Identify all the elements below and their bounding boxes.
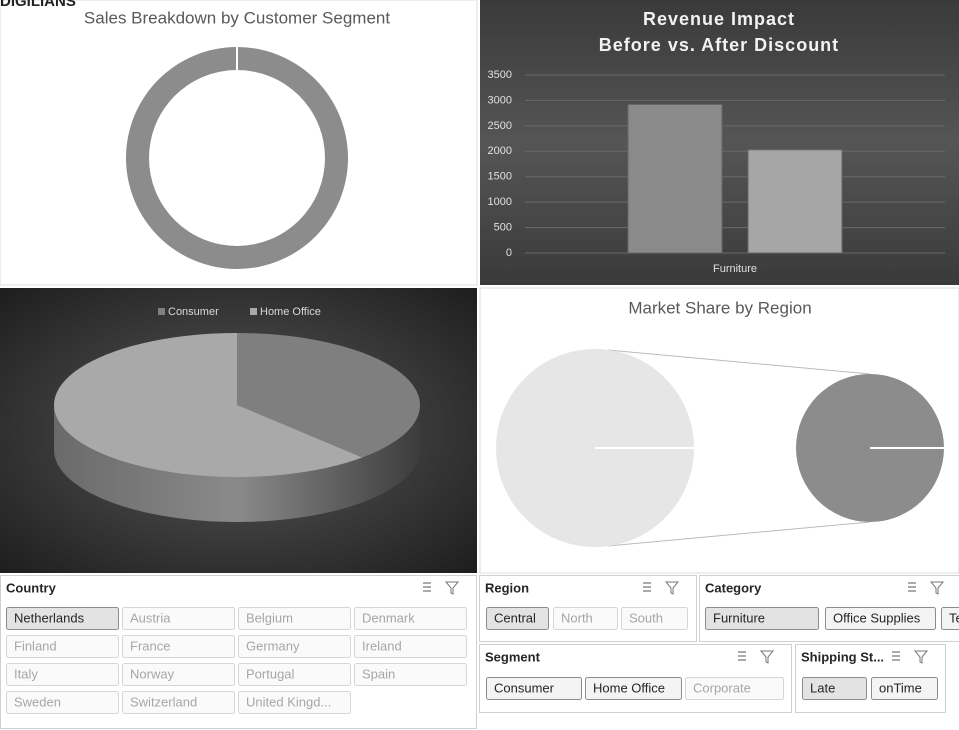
- slicer-item[interactable]: [238, 663, 351, 686]
- clear-filter-icon: [759, 650, 775, 664]
- slicer-item-label[interactable]: Austria: [130, 610, 171, 625]
- clear-filter-icon: [444, 581, 460, 595]
- slicer-item[interactable]: [685, 677, 784, 700]
- slicer-item-label[interactable]: Spain: [362, 666, 395, 681]
- slicer-item[interactable]: [871, 677, 938, 700]
- slicer-item-label[interactable]: Denmark: [362, 610, 415, 625]
- clear-filter-icon: [664, 581, 680, 595]
- legend-swatch: [158, 308, 165, 315]
- brand: DIGILIANS: [0, 0, 76, 10]
- slicer-item[interactable]: [354, 663, 467, 686]
- slicer-title: Category: [705, 580, 762, 595]
- slicer-item-label[interactable]: Furniture: [713, 610, 765, 625]
- slicer-item[interactable]: [6, 607, 119, 630]
- slicer-item[interactable]: [238, 691, 351, 714]
- slicer-item-label[interactable]: Belgium: [246, 610, 293, 625]
- slicer-item-label[interactable]: onTime: [879, 680, 922, 695]
- bar: [627, 103, 723, 254]
- chart-title: Market Share by Region: [628, 298, 811, 317]
- slicer-item[interactable]: [354, 607, 467, 630]
- slicer-title: Segment: [485, 649, 541, 664]
- slicer-item[interactable]: [553, 607, 618, 630]
- slicer-title: Shipping St...: [801, 649, 884, 664]
- slicer-item[interactable]: [354, 635, 467, 658]
- slicer-item[interactable]: [122, 635, 235, 658]
- slicer-item-label[interactable]: Consumer: [494, 680, 555, 695]
- slicer-item[interactable]: [705, 607, 819, 630]
- x-tick-label: Furniture: [713, 263, 757, 275]
- connector: [607, 349, 871, 375]
- y-tick-label: 3000: [488, 94, 512, 106]
- slicer-item-label[interactable]: United Kingd...: [246, 694, 331, 709]
- slicer-item-label[interactable]: Corporate: [693, 680, 751, 695]
- slicer-item-label[interactable]: Office Supplies: [833, 610, 921, 625]
- slicer-item[interactable]: [585, 677, 682, 700]
- slicer-item-label[interactable]: Central: [494, 610, 536, 625]
- slicer-item-label[interactable]: North: [561, 610, 593, 625]
- slicer-item[interactable]: [122, 663, 235, 686]
- legend-label: Home Office: [260, 306, 321, 318]
- slicer-title: Region: [485, 580, 529, 595]
- slicer-item-label[interactable]: Germany: [246, 638, 300, 653]
- panel: [0, 0, 478, 286]
- slicer-item[interactable]: [238, 635, 351, 658]
- slicer-item[interactable]: [6, 635, 119, 658]
- bar: [747, 149, 843, 254]
- y-tick-label: 2000: [488, 145, 512, 157]
- clear-filter-icon: [913, 650, 929, 664]
- slicer-item[interactable]: [6, 663, 119, 686]
- slicer-item[interactable]: [122, 691, 235, 714]
- y-tick-label: 0: [506, 247, 512, 259]
- slicer-title: Country: [6, 580, 57, 595]
- slicer-item[interactable]: [486, 607, 549, 630]
- slicer-item[interactable]: [122, 607, 235, 630]
- slicer-item-label[interactable]: Ireland: [362, 638, 402, 653]
- chart-subtitle: Before vs. After Discount: [599, 35, 839, 55]
- slicer-item[interactable]: [802, 677, 867, 700]
- pie-slice: [53, 333, 363, 477]
- y-tick-label: 1500: [488, 171, 512, 183]
- connector: [607, 521, 871, 547]
- chart-title: Sales Breakdown by Customer Segment: [84, 8, 390, 27]
- slicer-item-label[interactable]: Switzerland: [130, 694, 197, 709]
- slicer-item-label[interactable]: South: [629, 610, 663, 625]
- pie-slice: [237, 333, 420, 458]
- y-tick-label: 500: [494, 221, 512, 233]
- legend-label: Consumer: [168, 306, 219, 318]
- slicer-item-label[interactable]: Norway: [130, 666, 175, 681]
- clear-filter-icon: [929, 581, 945, 595]
- legend-swatch: [250, 308, 257, 315]
- y-tick-label: 2500: [488, 120, 512, 132]
- slicer-item-label[interactable]: Portugal: [246, 666, 295, 681]
- slicer-item-label[interactable]: Sweden: [14, 694, 61, 709]
- slicer-item[interactable]: [486, 677, 582, 700]
- slicer-item-label[interactable]: Te: [949, 610, 959, 625]
- slicer-item-label[interactable]: Home Office: [593, 680, 665, 695]
- slicer-item[interactable]: [941, 607, 959, 630]
- slicer-item[interactable]: [825, 607, 936, 630]
- slicer-item-label[interactable]: France: [130, 638, 170, 653]
- slicer-item[interactable]: [238, 607, 351, 630]
- slicer-item-label[interactable]: Late: [810, 680, 835, 695]
- slicer-item[interactable]: [621, 607, 688, 630]
- slicer-item-label[interactable]: Italy: [14, 666, 38, 681]
- y-tick-label: 1000: [488, 196, 512, 208]
- slicer-item-label[interactable]: Netherlands: [14, 610, 85, 625]
- slicer-item-label[interactable]: Finland: [14, 638, 57, 653]
- slicer-item[interactable]: [6, 691, 119, 714]
- y-tick-label: 3500: [488, 69, 512, 81]
- chart-title: Revenue Impact: [643, 9, 795, 29]
